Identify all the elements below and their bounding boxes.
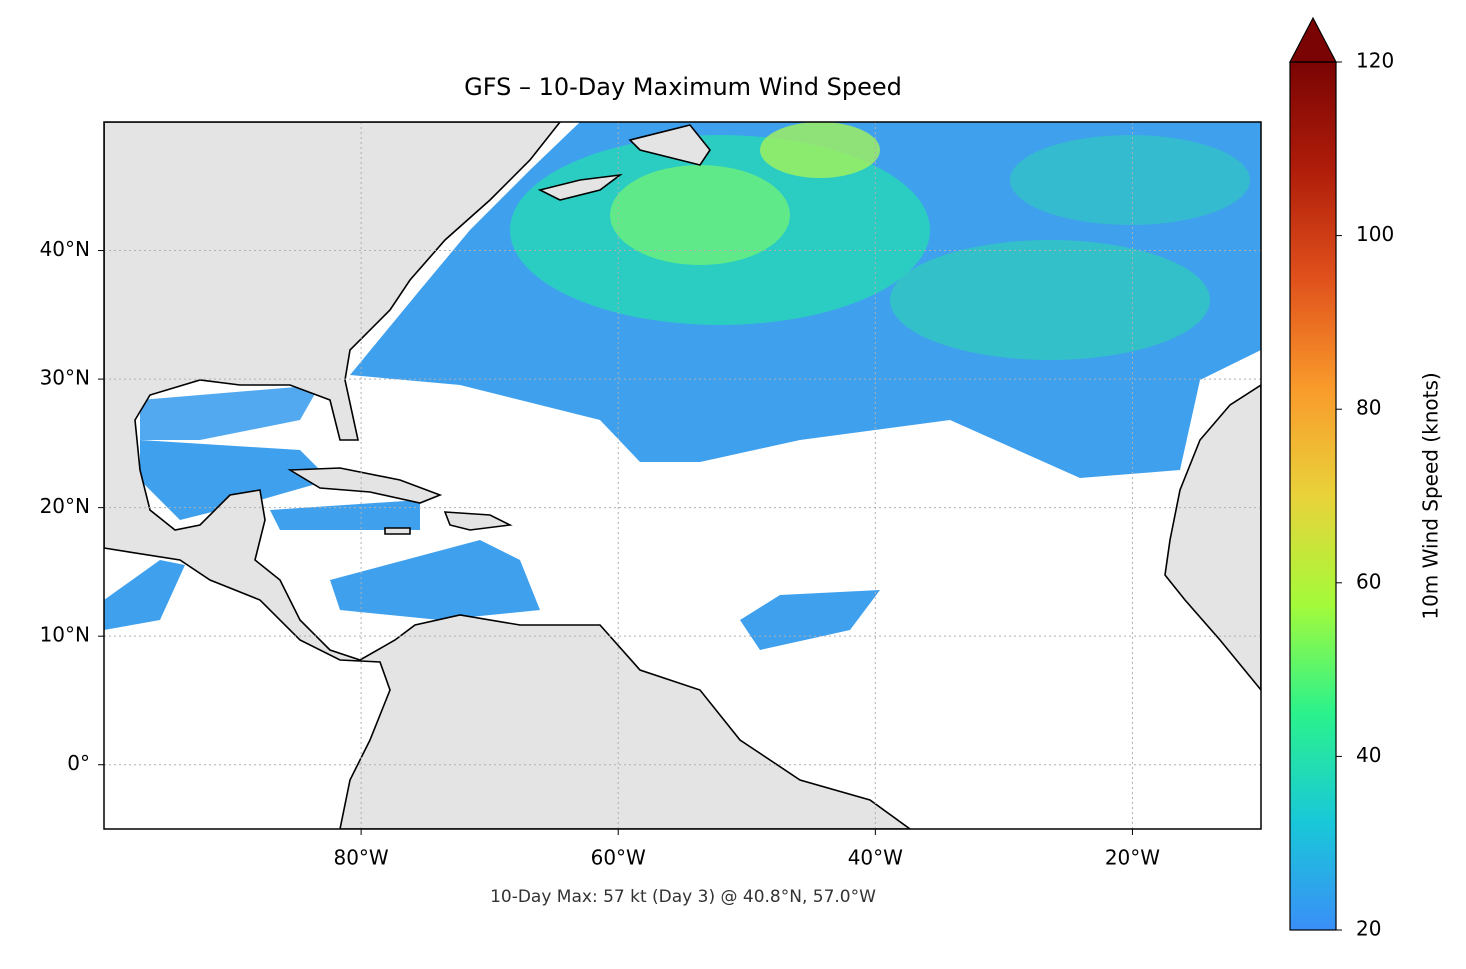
map-area [104,122,1261,829]
y-tick-label: 10°N [40,623,90,647]
y-tick-label: 20°N [40,494,90,518]
colorbar-scale [1290,62,1336,930]
colorbar-label: 10m Wind Speed (knots) [1419,372,1443,619]
colorbar-frame [1289,61,1337,931]
colorbar-tick-label: 120 [1356,49,1394,73]
land [537,173,623,201]
colorbar-extend [1289,16,1337,63]
colorbar-tick-label: 60 [1356,569,1381,593]
land [287,467,443,504]
wind-field [140,440,330,520]
land [384,527,411,535]
colorbar: 20 40 60 80 100 120 [1289,16,1394,941]
land [628,124,711,166]
annotation: 10-Day Max: 57 kt (Day 3) @ 40.8°N, 57.0… [490,887,876,907]
land [1164,384,1261,692]
chart-title: GFS – 10-Day Maximum Wind Speed [464,73,902,101]
wind-field [104,560,185,630]
y-tick-label: 0° [67,751,90,775]
wind-field [270,500,420,530]
x-tick-label: 40°W [848,846,903,870]
colorbar-tick-label: 40 [1356,743,1381,767]
wind-field [740,590,880,650]
colorbar-tick-label: 100 [1356,222,1394,246]
y-tick-label: 40°N [40,237,90,261]
wind-field [140,385,320,440]
wind-field [760,122,880,178]
wind-field [610,165,790,265]
x-tick-label: 60°W [591,846,646,870]
land [104,122,912,829]
map-frame [103,121,1262,830]
wind-field [330,540,540,620]
land [443,511,513,531]
wind-field [1010,135,1250,225]
y-tick-label: 30°N [40,366,90,390]
wind-field [890,240,1210,360]
x-tick-label: 20°W [1105,846,1160,870]
x-tick-label: 80°W [333,846,388,870]
colorbar-tick-label: 20 [1356,917,1381,941]
colorbar-tick-label: 80 [1356,396,1381,420]
